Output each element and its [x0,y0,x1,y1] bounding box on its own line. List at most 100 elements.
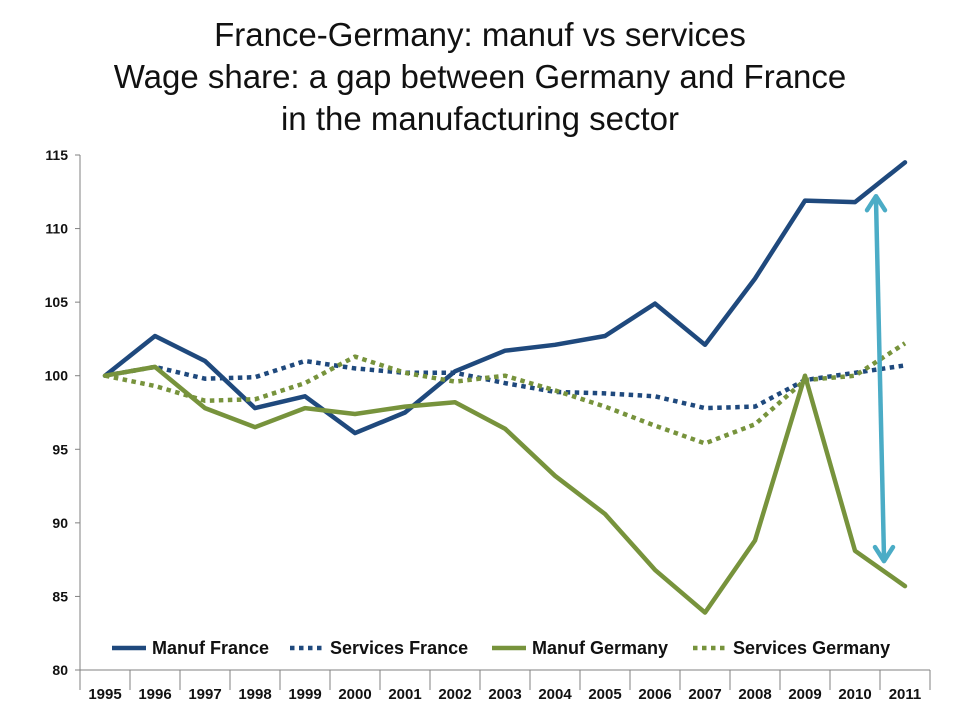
y-tick-label: 85 [52,588,68,604]
data-point-manuf-germany [153,365,157,369]
series-line-manuf-germany [102,364,908,615]
arrow-head-bottom [872,544,896,564]
data-point-manuf-france [853,200,857,204]
data-point-services-france [603,391,607,395]
data-point-services-germany [653,424,657,428]
x-tick-label: 1998 [238,686,271,703]
data-point-services-france [653,394,657,398]
data-point-manuf-germany [653,568,657,572]
data-point-services-germany [553,388,557,392]
data-point-manuf-france [153,334,157,338]
data-point-manuf-germany [753,539,757,543]
x-tick-label: 2004 [538,686,572,703]
data-point-services-france [453,371,457,375]
data-point-services-germany [753,422,757,426]
legend-label-services-germany: Services Germany [733,638,890,658]
series-line-services-france [104,358,906,411]
data-point-services-germany [703,441,707,445]
chart-title: France-Germany: manuf vs services Wage s… [0,14,960,140]
x-tick-label: 2000 [338,686,371,703]
y-tick-label: 105 [45,294,69,310]
x-tick-label: 2003 [488,686,521,703]
data-point-services-germany [803,378,807,382]
data-point-manuf-france [303,394,307,398]
data-point-manuf-germany [253,425,257,429]
data-point-manuf-france [403,411,407,415]
x-tick-label: 2010 [838,686,871,703]
y-tick-label: 115 [45,147,68,163]
data-point-manuf-france [603,334,607,338]
arrow-shaft [873,200,887,558]
data-point-services-germany [453,380,457,384]
data-point-manuf-germany [453,400,457,404]
data-point-services-germany [903,341,907,345]
y-tick-label: 90 [52,515,68,531]
data-point-services-france [353,366,357,370]
data-point-manuf-germany [553,474,557,478]
data-point-manuf-germany [203,406,207,410]
y-tick-label: 95 [52,441,68,457]
annotations [864,193,896,564]
data-point-services-france [903,363,907,367]
axes: 80 85 90 95 100 105 110 115 1995 1996 1997 1998 1999… [45,147,931,703]
data-point-manuf-germany [853,549,857,553]
data-point-services-germany [253,397,257,401]
x-tick-label: 1995 [88,686,121,703]
data-point-manuf-germany [353,412,357,416]
data-point-manuf-germany [403,405,407,409]
x-tick-label: 1996 [138,686,171,703]
data-point-manuf-france [503,349,507,353]
data-point-manuf-germany [303,406,307,410]
data-point-manuf-france [653,302,657,306]
data-point-manuf-france [803,199,807,203]
data-point-manuf-france [553,343,557,347]
data-point-manuf-france [903,160,907,164]
data-point-services-france [703,406,707,410]
data-point-services-france [753,405,757,409]
legend-label-services-france: Services France [330,638,468,658]
data-point-services-germany [853,374,857,378]
data-point-manuf-germany [703,611,707,615]
legend-label-manuf-france: Manuf France [152,638,269,658]
legend-label-manuf-germany: Manuf Germany [532,638,668,658]
data-point-manuf-germany [603,512,607,516]
data-point-services-germany [353,355,357,359]
title-line-1: France-Germany: manuf vs services [214,16,746,53]
data-point-services-france [253,375,257,379]
data-point-services-germany [403,371,407,375]
data-point-manuf-france [253,406,257,410]
data-point-services-france [303,359,307,363]
data-point-manuf-germany [503,427,507,431]
data-point-services-germany [603,405,607,409]
data-point-manuf-france [703,343,707,347]
data-point-services-germany [203,399,207,403]
data-point-manuf-france [203,359,207,363]
series-lines [102,160,908,615]
data-point-services-france [503,381,507,385]
legend: Manuf France Services France Manuf Germany… [112,638,890,658]
data-point-manuf-france [353,431,357,435]
data-point-services-germany [153,384,157,388]
data-point-services-germany [103,374,107,378]
arrow-head-top [864,193,888,213]
series-line-manuf-france [102,160,908,436]
x-tick-label: 2011 [889,686,922,703]
data-point-services-germany [503,374,507,378]
x-tick-label: 2008 [738,686,771,703]
gap-double-arrow [864,193,896,564]
title-line-3: in the manufacturing sector [280,100,680,137]
data-point-manuf-germany [903,584,907,588]
x-tick-label: 1997 [188,686,221,703]
y-tick-label: 80 [52,662,68,678]
x-tick-label: 2007 [688,686,721,703]
y-tick-label: 110 [45,221,68,237]
x-tick-label: 2005 [588,686,621,703]
x-tick-label: 1999 [288,686,321,703]
x-tick-label: 2002 [438,686,471,703]
series-line-services-germany [104,341,907,446]
data-point-services-germany [303,381,307,385]
data-point-manuf-france [753,277,757,281]
data-point-services-france [203,377,207,381]
title-line-2: Wage share: a gap between Germany and Fr… [113,58,847,95]
plot-area [80,155,930,670]
